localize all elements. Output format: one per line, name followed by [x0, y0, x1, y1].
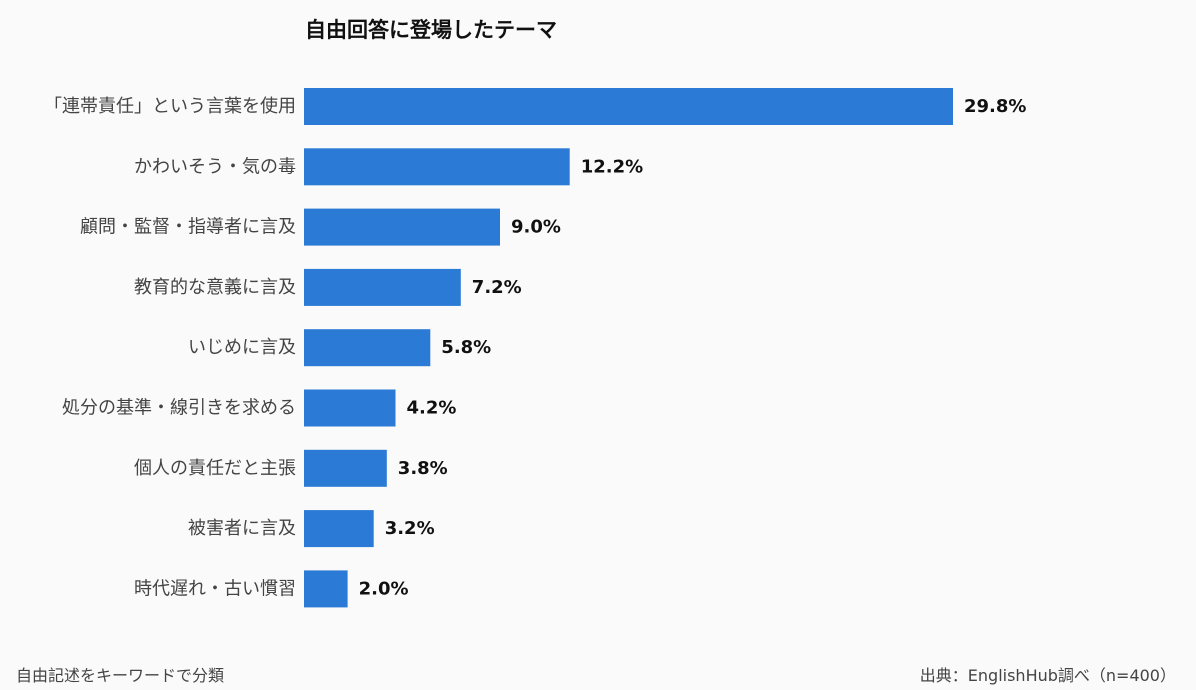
value-label-5: 4.2% — [407, 398, 457, 419]
bar-6 — [304, 449, 387, 487]
bar-8 — [304, 570, 348, 608]
source-credit: 出典：EnglishHub調べ（n=400） — [919, 666, 1176, 685]
category-label-8: 時代遅れ・古い慣習 — [134, 578, 296, 599]
value-label-7: 3.2% — [385, 518, 435, 539]
bar-4 — [304, 329, 431, 367]
value-label-2: 9.0% — [511, 217, 561, 238]
category-label-2: 顧問・監督・指導者に言及 — [80, 217, 296, 238]
category-label-7: 被害者に言及 — [188, 518, 296, 539]
category-label-1: かわいそう・気の毒 — [134, 156, 296, 177]
bar-0 — [304, 88, 953, 125]
category-label-4: いじめに言及 — [188, 337, 296, 358]
value-labels-group: 29.8% 12.2% 9.0% 7.2% 5.8% 4.2% 3.8% 3.2% 2.0% — [359, 96, 1027, 599]
category-label-6: 個人の責任だと主張 — [134, 458, 296, 479]
bar-5 — [304, 389, 396, 427]
footnote: 自由記述をキーワードで分類 — [16, 666, 225, 685]
value-label-6: 3.8% — [398, 458, 448, 479]
category-label-5: 処分の基準・線引きを求める — [62, 398, 296, 419]
category-label-0: 「連帯責任」という言葉を使用 — [44, 96, 296, 117]
category-labels-group: 「連帯責任」という言葉を使用かわいそう・気の毒顧問・監督・指導者に言及教育的な意… — [44, 96, 296, 599]
value-label-0: 29.8% — [964, 96, 1026, 117]
bar-3 — [304, 268, 461, 306]
value-label-4: 5.8% — [441, 337, 491, 358]
chart-title: 自由回答に登場したテーマ — [305, 18, 557, 42]
bar-7 — [304, 510, 374, 548]
value-label-8: 2.0% — [359, 578, 409, 599]
bar-2 — [304, 208, 500, 246]
bars-group — [304, 88, 953, 608]
category-label-3: 教育的な意義に言及 — [134, 277, 296, 298]
bar-1 — [304, 148, 570, 186]
value-label-1: 12.2% — [581, 156, 643, 177]
value-label-3: 7.2% — [472, 277, 522, 298]
